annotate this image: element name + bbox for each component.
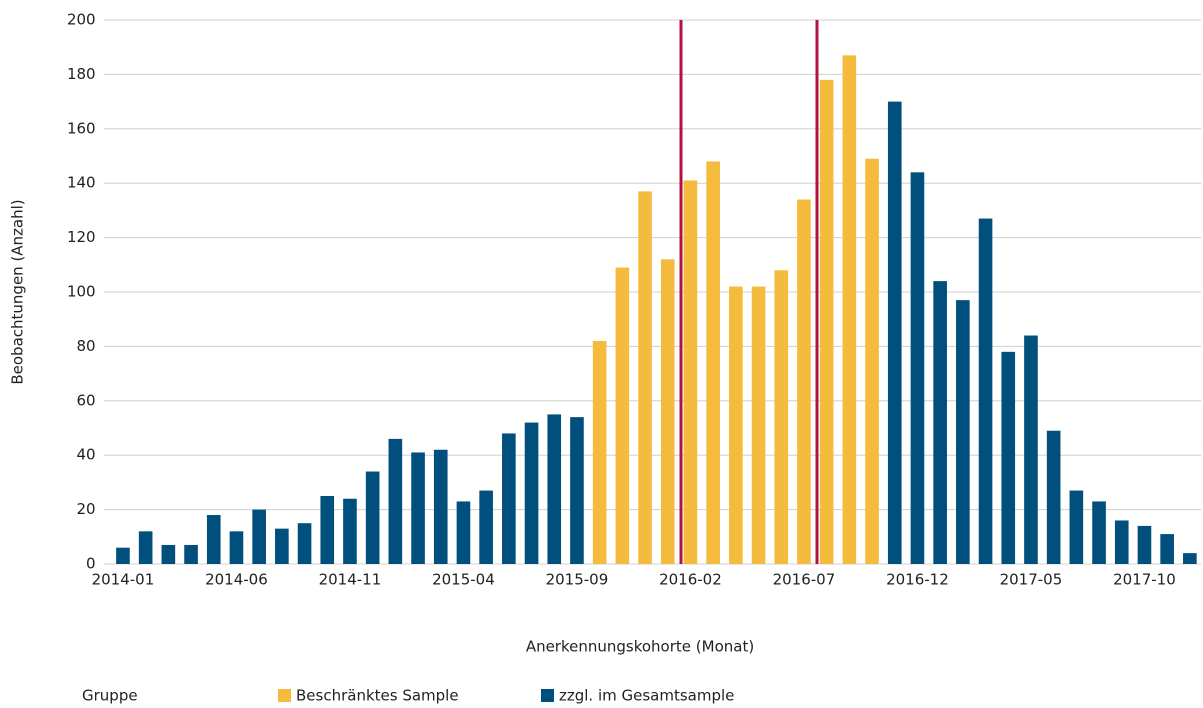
y-tick-label: 160 bbox=[67, 119, 96, 137]
x-tick-label: 2014-01 bbox=[92, 571, 155, 589]
bar bbox=[865, 158, 879, 564]
bar bbox=[343, 498, 357, 564]
bar bbox=[887, 101, 902, 564]
bar bbox=[797, 199, 811, 564]
bar bbox=[365, 471, 380, 564]
bar bbox=[1092, 501, 1106, 564]
bar bbox=[502, 433, 516, 564]
legend-label: zzgl. im Gesamtsample bbox=[559, 687, 734, 705]
bar bbox=[229, 531, 244, 564]
bar bbox=[1114, 520, 1129, 564]
x-tick-label: 2015-04 bbox=[432, 571, 495, 589]
plot: 0 20 40 60 80 100 120 140 160 180 200 2014-01 2014-0… bbox=[67, 11, 1202, 589]
bar bbox=[456, 501, 471, 564]
bar bbox=[570, 417, 584, 564]
x-tick-label: 2014-06 bbox=[205, 571, 268, 589]
bar bbox=[819, 79, 834, 564]
y-tick-label: 180 bbox=[67, 65, 96, 83]
y-tick-label: 80 bbox=[77, 337, 96, 355]
bar bbox=[433, 449, 448, 564]
bar bbox=[275, 528, 289, 564]
bar bbox=[1160, 534, 1174, 564]
x-tick-label: 2016-02 bbox=[659, 571, 722, 589]
bar bbox=[1069, 490, 1084, 564]
bar bbox=[1001, 351, 1016, 564]
bar bbox=[774, 270, 789, 564]
y-axis-title: Beobachtungen (Anzahl) bbox=[9, 199, 27, 384]
bar bbox=[751, 286, 766, 564]
bar bbox=[1046, 430, 1061, 564]
legend-title: Gruppe bbox=[82, 687, 138, 705]
x-tick-label: 2016-12 bbox=[886, 571, 949, 589]
bar bbox=[206, 515, 221, 564]
bar bbox=[138, 531, 153, 564]
x-tick-label: 2016-07 bbox=[773, 571, 836, 589]
bar bbox=[956, 300, 970, 564]
bar bbox=[411, 452, 425, 564]
bar bbox=[615, 267, 630, 564]
bar bbox=[116, 547, 130, 564]
bar bbox=[1137, 525, 1152, 564]
x-tick-label: 2017-10 bbox=[1113, 571, 1176, 589]
bar bbox=[1024, 335, 1038, 564]
bar bbox=[683, 180, 698, 565]
bar bbox=[638, 191, 652, 565]
bar bbox=[978, 218, 993, 564]
bar bbox=[320, 496, 335, 564]
x-tick-label: 2017-05 bbox=[1000, 571, 1063, 589]
y-tick-label: 60 bbox=[77, 391, 96, 409]
legend-label: Beschränktes Sample bbox=[296, 687, 459, 705]
x-tick-label: 2015-09 bbox=[546, 571, 609, 589]
y-tick-label: 40 bbox=[77, 446, 96, 464]
y-tick-label: 120 bbox=[67, 228, 96, 246]
legend-swatch bbox=[541, 689, 554, 702]
bar bbox=[729, 286, 743, 564]
bar bbox=[910, 172, 925, 564]
bar bbox=[479, 490, 493, 564]
x-axis-title: Anerkennungskohorte (Monat) bbox=[526, 638, 754, 656]
bar bbox=[388, 438, 403, 564]
x-tick-label: 2014-11 bbox=[319, 571, 382, 589]
bar bbox=[592, 340, 607, 564]
y-tick-label: 200 bbox=[67, 11, 96, 29]
y-tick-label: 140 bbox=[67, 174, 96, 192]
legend-swatch bbox=[278, 689, 291, 702]
bar bbox=[524, 422, 539, 564]
bar bbox=[252, 509, 266, 564]
y-tick-label: 20 bbox=[77, 500, 96, 518]
bar bbox=[184, 544, 198, 564]
y-tick-label: 0 bbox=[86, 555, 96, 573]
bar bbox=[706, 161, 720, 564]
bar bbox=[1183, 553, 1197, 564]
bar bbox=[842, 55, 857, 565]
bar bbox=[933, 281, 947, 564]
bar bbox=[161, 544, 176, 564]
bar bbox=[660, 259, 675, 564]
bar bbox=[547, 414, 562, 564]
y-tick-label: 100 bbox=[67, 283, 96, 301]
bar bbox=[297, 523, 312, 564]
